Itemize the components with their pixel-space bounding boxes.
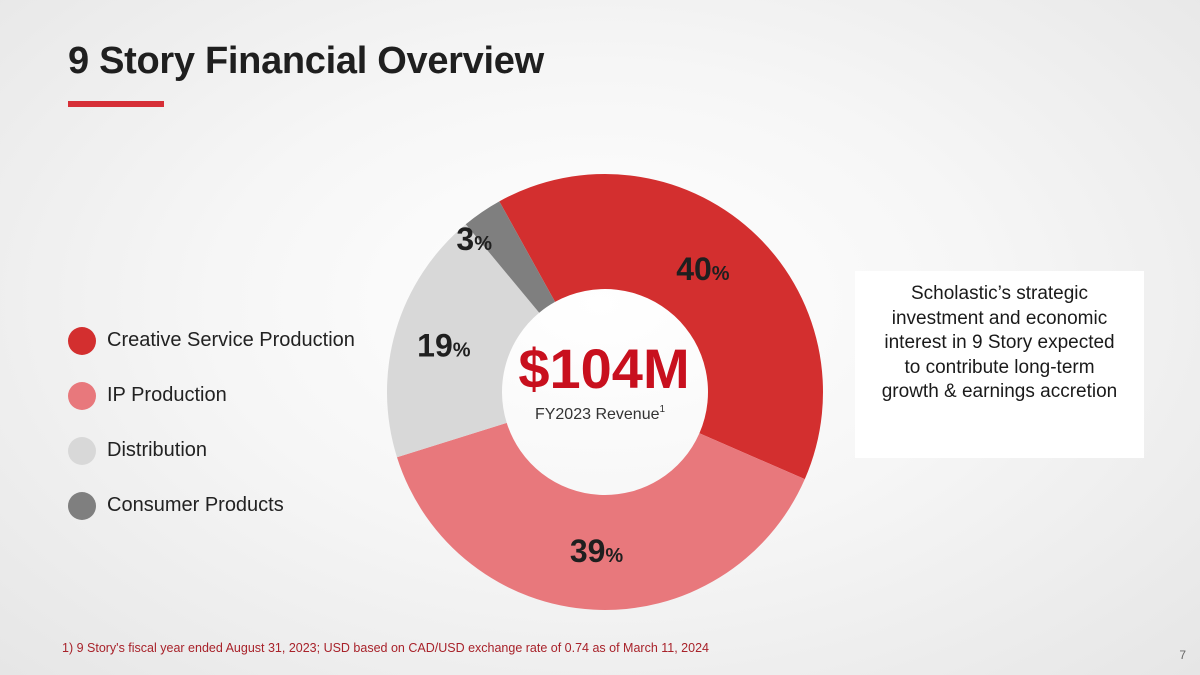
legend-label: Distribution (107, 439, 208, 461)
legend-swatch-distribution (68, 436, 96, 465)
legend-label: IP Production (107, 384, 227, 406)
slice-value-label: 39% (570, 533, 624, 569)
center-revenue-label: FY2023 Revenue1 (535, 404, 666, 423)
donut-slice-ip-production (396, 422, 805, 610)
slice-value-label: 19% (417, 327, 471, 363)
donut-slices (386, 173, 823, 610)
donut-slice-distribution (386, 224, 540, 458)
legend-item: Consumer Products (68, 478, 355, 533)
chart-legend: Creative Service Production IP Productio… (68, 313, 355, 533)
slice-value-label: 40% (676, 251, 730, 287)
donut-slice-creative-service-production (499, 173, 823, 480)
legend-item: IP Production (68, 368, 355, 423)
callout-box: Scholastic’s strategic investment and ec… (855, 271, 1144, 458)
title-underline (68, 101, 164, 107)
slice-value-label: 3% (456, 221, 492, 257)
center-revenue-value: $104M (518, 337, 689, 400)
legend-label: Consumer Products (107, 494, 284, 516)
page-number: 7 (1179, 648, 1186, 662)
legend-swatch-creative-service-production (68, 326, 96, 355)
footnote: 1) 9 Story's fiscal year ended August 31… (62, 641, 709, 655)
center-label-text: FY2023 Revenue (535, 406, 660, 423)
donut-slice-consumer-products (465, 201, 556, 313)
legend-label: Creative Service Production (107, 329, 355, 351)
legend-swatch-ip-production (68, 381, 96, 410)
footnote-marker: 1 (659, 404, 665, 415)
donut-slice-labels: 40% 39% 19% 3% (417, 221, 730, 569)
slide-title: 9 Story Financial Overview (68, 40, 544, 82)
legend-swatch-consumer-products (68, 491, 96, 520)
legend-item: Creative Service Production (68, 313, 355, 368)
legend-item: Distribution (68, 423, 355, 478)
